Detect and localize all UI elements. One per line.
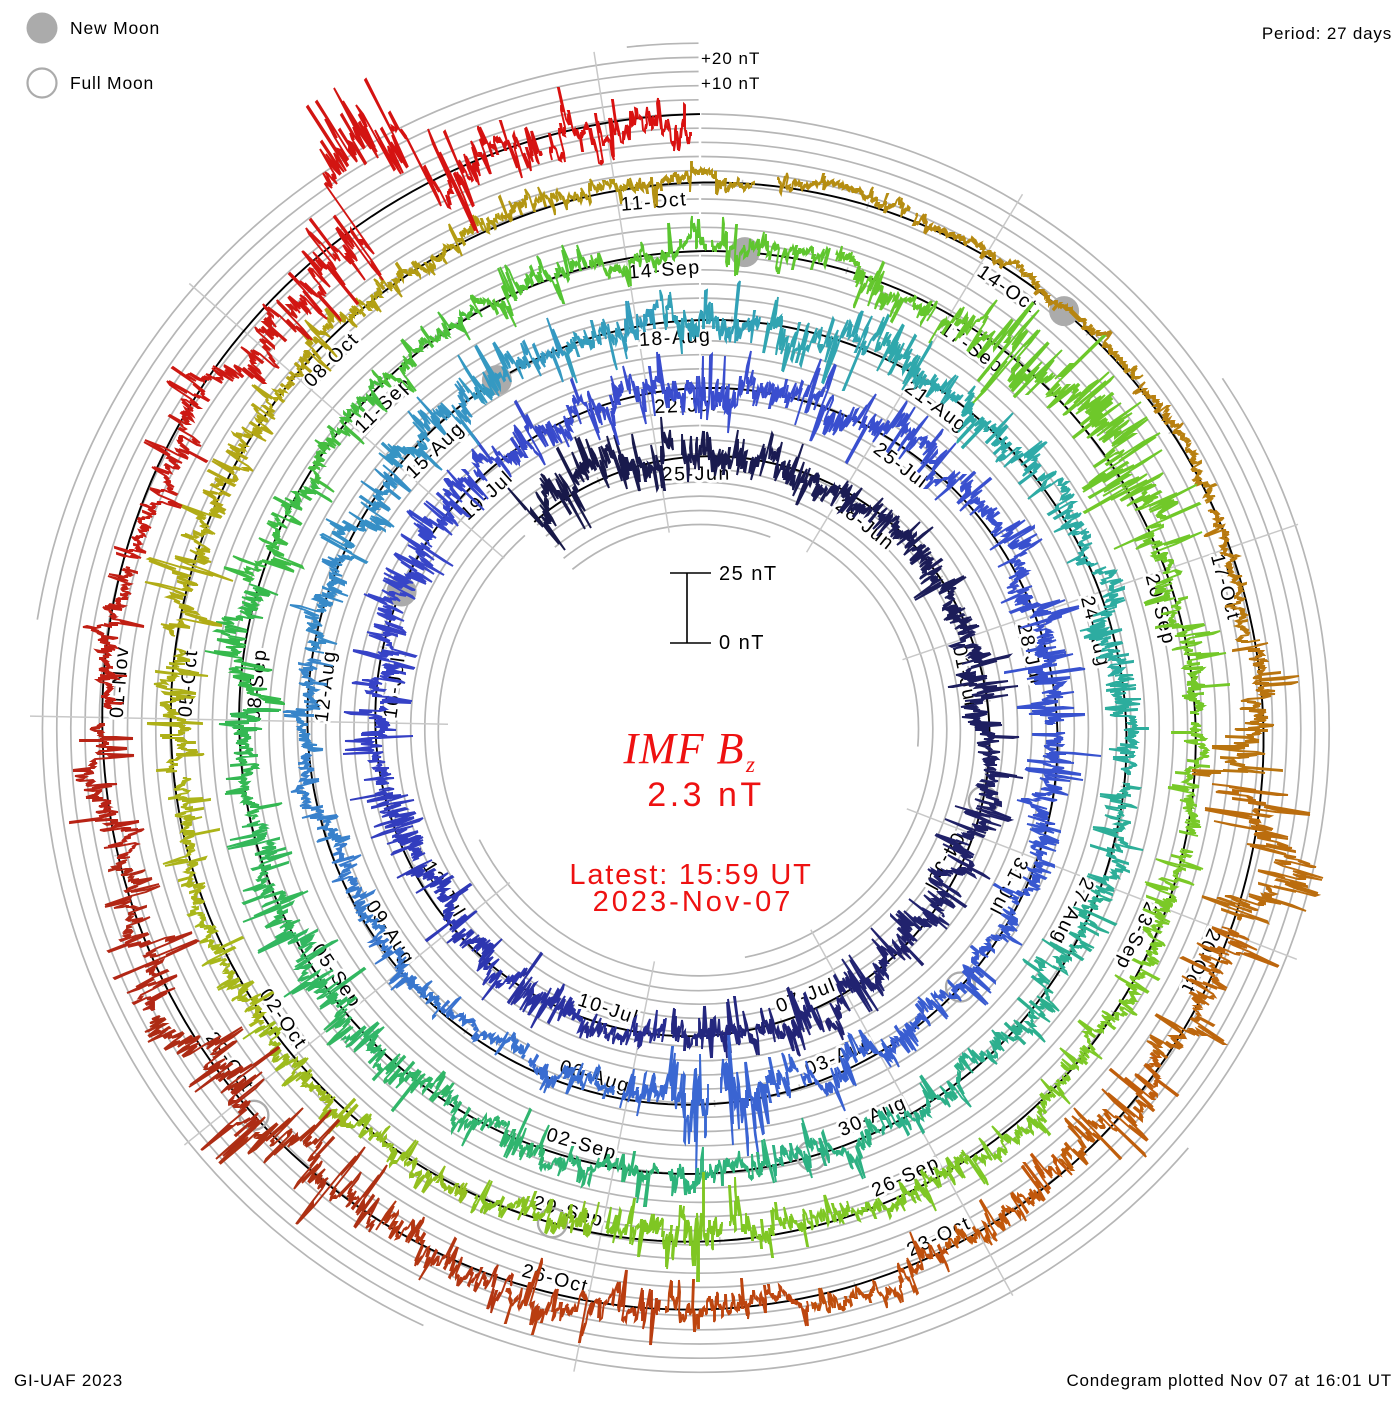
svg-text:0 nT: 0 nT [719, 632, 765, 654]
svg-text:GI-UAF 2023: GI-UAF 2023 [14, 1371, 123, 1390]
svg-text:+20 nT: +20 nT [701, 49, 760, 68]
svg-text:2.3 nT: 2.3 nT [647, 776, 764, 814]
svg-text:IMF B: IMF B [622, 724, 744, 773]
svg-text:Condegram plotted Nov 07 at 16: Condegram plotted Nov 07 at 16:01 UT [1066, 1371, 1392, 1390]
svg-text:z: z [745, 752, 755, 777]
svg-text:New Moon: New Moon [70, 18, 160, 38]
svg-text:Latest: 15:59 UT: Latest: 15:59 UT [569, 859, 812, 891]
svg-text:2023-Nov-07: 2023-Nov-07 [593, 886, 794, 918]
svg-text:18-Aug: 18-Aug [638, 325, 712, 352]
svg-text:Full Moon: Full Moon [70, 73, 154, 93]
svg-text:Period: 27 days: Period: 27 days [1262, 24, 1392, 43]
svg-text:+10 nT: +10 nT [701, 74, 760, 93]
svg-text:25 nT: 25 nT [719, 563, 778, 585]
